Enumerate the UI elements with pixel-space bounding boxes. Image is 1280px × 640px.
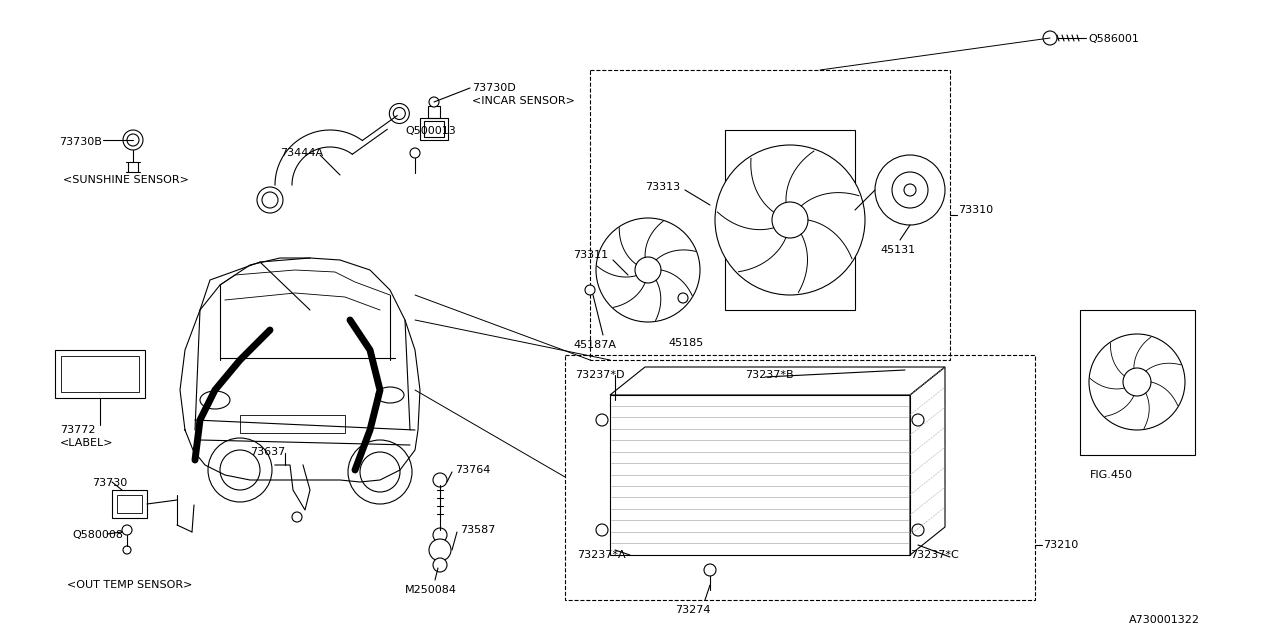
Circle shape [123, 546, 131, 554]
Text: 73444A: 73444A [280, 148, 323, 158]
Text: 73274: 73274 [675, 605, 710, 615]
Circle shape [678, 293, 689, 303]
Text: 73772: 73772 [60, 425, 96, 435]
Text: 73237*D: 73237*D [575, 370, 625, 380]
Circle shape [220, 450, 260, 490]
Text: 73764: 73764 [454, 465, 490, 475]
Bar [428, 106, 440, 118]
Circle shape [257, 187, 283, 213]
Text: 45131: 45131 [881, 245, 915, 255]
Text: 73237*B: 73237*B [745, 370, 794, 380]
Circle shape [904, 184, 916, 196]
Circle shape [585, 285, 595, 295]
Circle shape [911, 524, 924, 536]
Text: 73730: 73730 [92, 478, 127, 488]
Bar [564, 355, 1036, 600]
Circle shape [410, 148, 420, 158]
Text: 73587: 73587 [460, 525, 495, 535]
Circle shape [1089, 334, 1185, 430]
Text: <SUNSHINE SENSOR>: <SUNSHINE SENSOR> [63, 175, 189, 185]
Circle shape [596, 218, 700, 322]
Text: 73730D: 73730D [472, 83, 516, 93]
Circle shape [429, 539, 451, 561]
Text: 73730B: 73730B [59, 137, 102, 147]
Ellipse shape [200, 391, 230, 409]
Circle shape [1043, 31, 1057, 45]
Text: 73237*A: 73237*A [577, 550, 626, 560]
Bar [611, 395, 910, 555]
Text: A730001322: A730001322 [1129, 615, 1201, 625]
Text: <INCAR SENSOR>: <INCAR SENSOR> [472, 96, 575, 106]
Text: 45187A: 45187A [573, 340, 616, 350]
Text: 73637: 73637 [250, 447, 285, 457]
Circle shape [433, 558, 447, 572]
Circle shape [389, 104, 410, 124]
Bar [590, 70, 950, 360]
Circle shape [123, 130, 143, 150]
Bar [724, 130, 855, 310]
Circle shape [596, 414, 608, 426]
Bar [1080, 310, 1196, 455]
Text: Q500013: Q500013 [404, 126, 456, 136]
Circle shape [433, 528, 447, 542]
Ellipse shape [376, 387, 404, 403]
Bar [424, 121, 444, 137]
Circle shape [716, 145, 865, 295]
Circle shape [876, 155, 945, 225]
Bar [241, 415, 346, 433]
Circle shape [360, 452, 399, 492]
Circle shape [348, 440, 412, 504]
Bar [420, 118, 448, 140]
Circle shape [122, 525, 132, 535]
Text: Q580008: Q580008 [72, 530, 123, 540]
Text: 73313: 73313 [645, 182, 680, 192]
Text: 45185: 45185 [668, 338, 703, 348]
Circle shape [127, 134, 140, 146]
Circle shape [772, 202, 808, 238]
Circle shape [429, 97, 439, 107]
Text: 73310: 73310 [957, 205, 993, 215]
Circle shape [292, 512, 302, 522]
Circle shape [704, 564, 716, 576]
Text: Q586001: Q586001 [1088, 34, 1139, 44]
Circle shape [1123, 368, 1151, 396]
Circle shape [596, 524, 608, 536]
Text: M250084: M250084 [404, 585, 457, 595]
Circle shape [635, 257, 660, 283]
Text: 73311: 73311 [573, 250, 608, 260]
Text: <OUT TEMP SENSOR>: <OUT TEMP SENSOR> [67, 580, 192, 590]
Bar [61, 356, 140, 392]
Text: 73210: 73210 [1043, 540, 1078, 550]
Circle shape [393, 108, 406, 120]
Circle shape [207, 438, 273, 502]
Text: FIG.450: FIG.450 [1091, 470, 1133, 480]
Text: 73237*C: 73237*C [910, 550, 959, 560]
Bar [113, 490, 147, 518]
Text: <LABEL>: <LABEL> [60, 438, 114, 448]
Bar [55, 350, 145, 398]
Circle shape [892, 172, 928, 208]
Circle shape [262, 192, 278, 208]
Circle shape [911, 414, 924, 426]
Circle shape [433, 473, 447, 487]
Bar [116, 495, 142, 513]
